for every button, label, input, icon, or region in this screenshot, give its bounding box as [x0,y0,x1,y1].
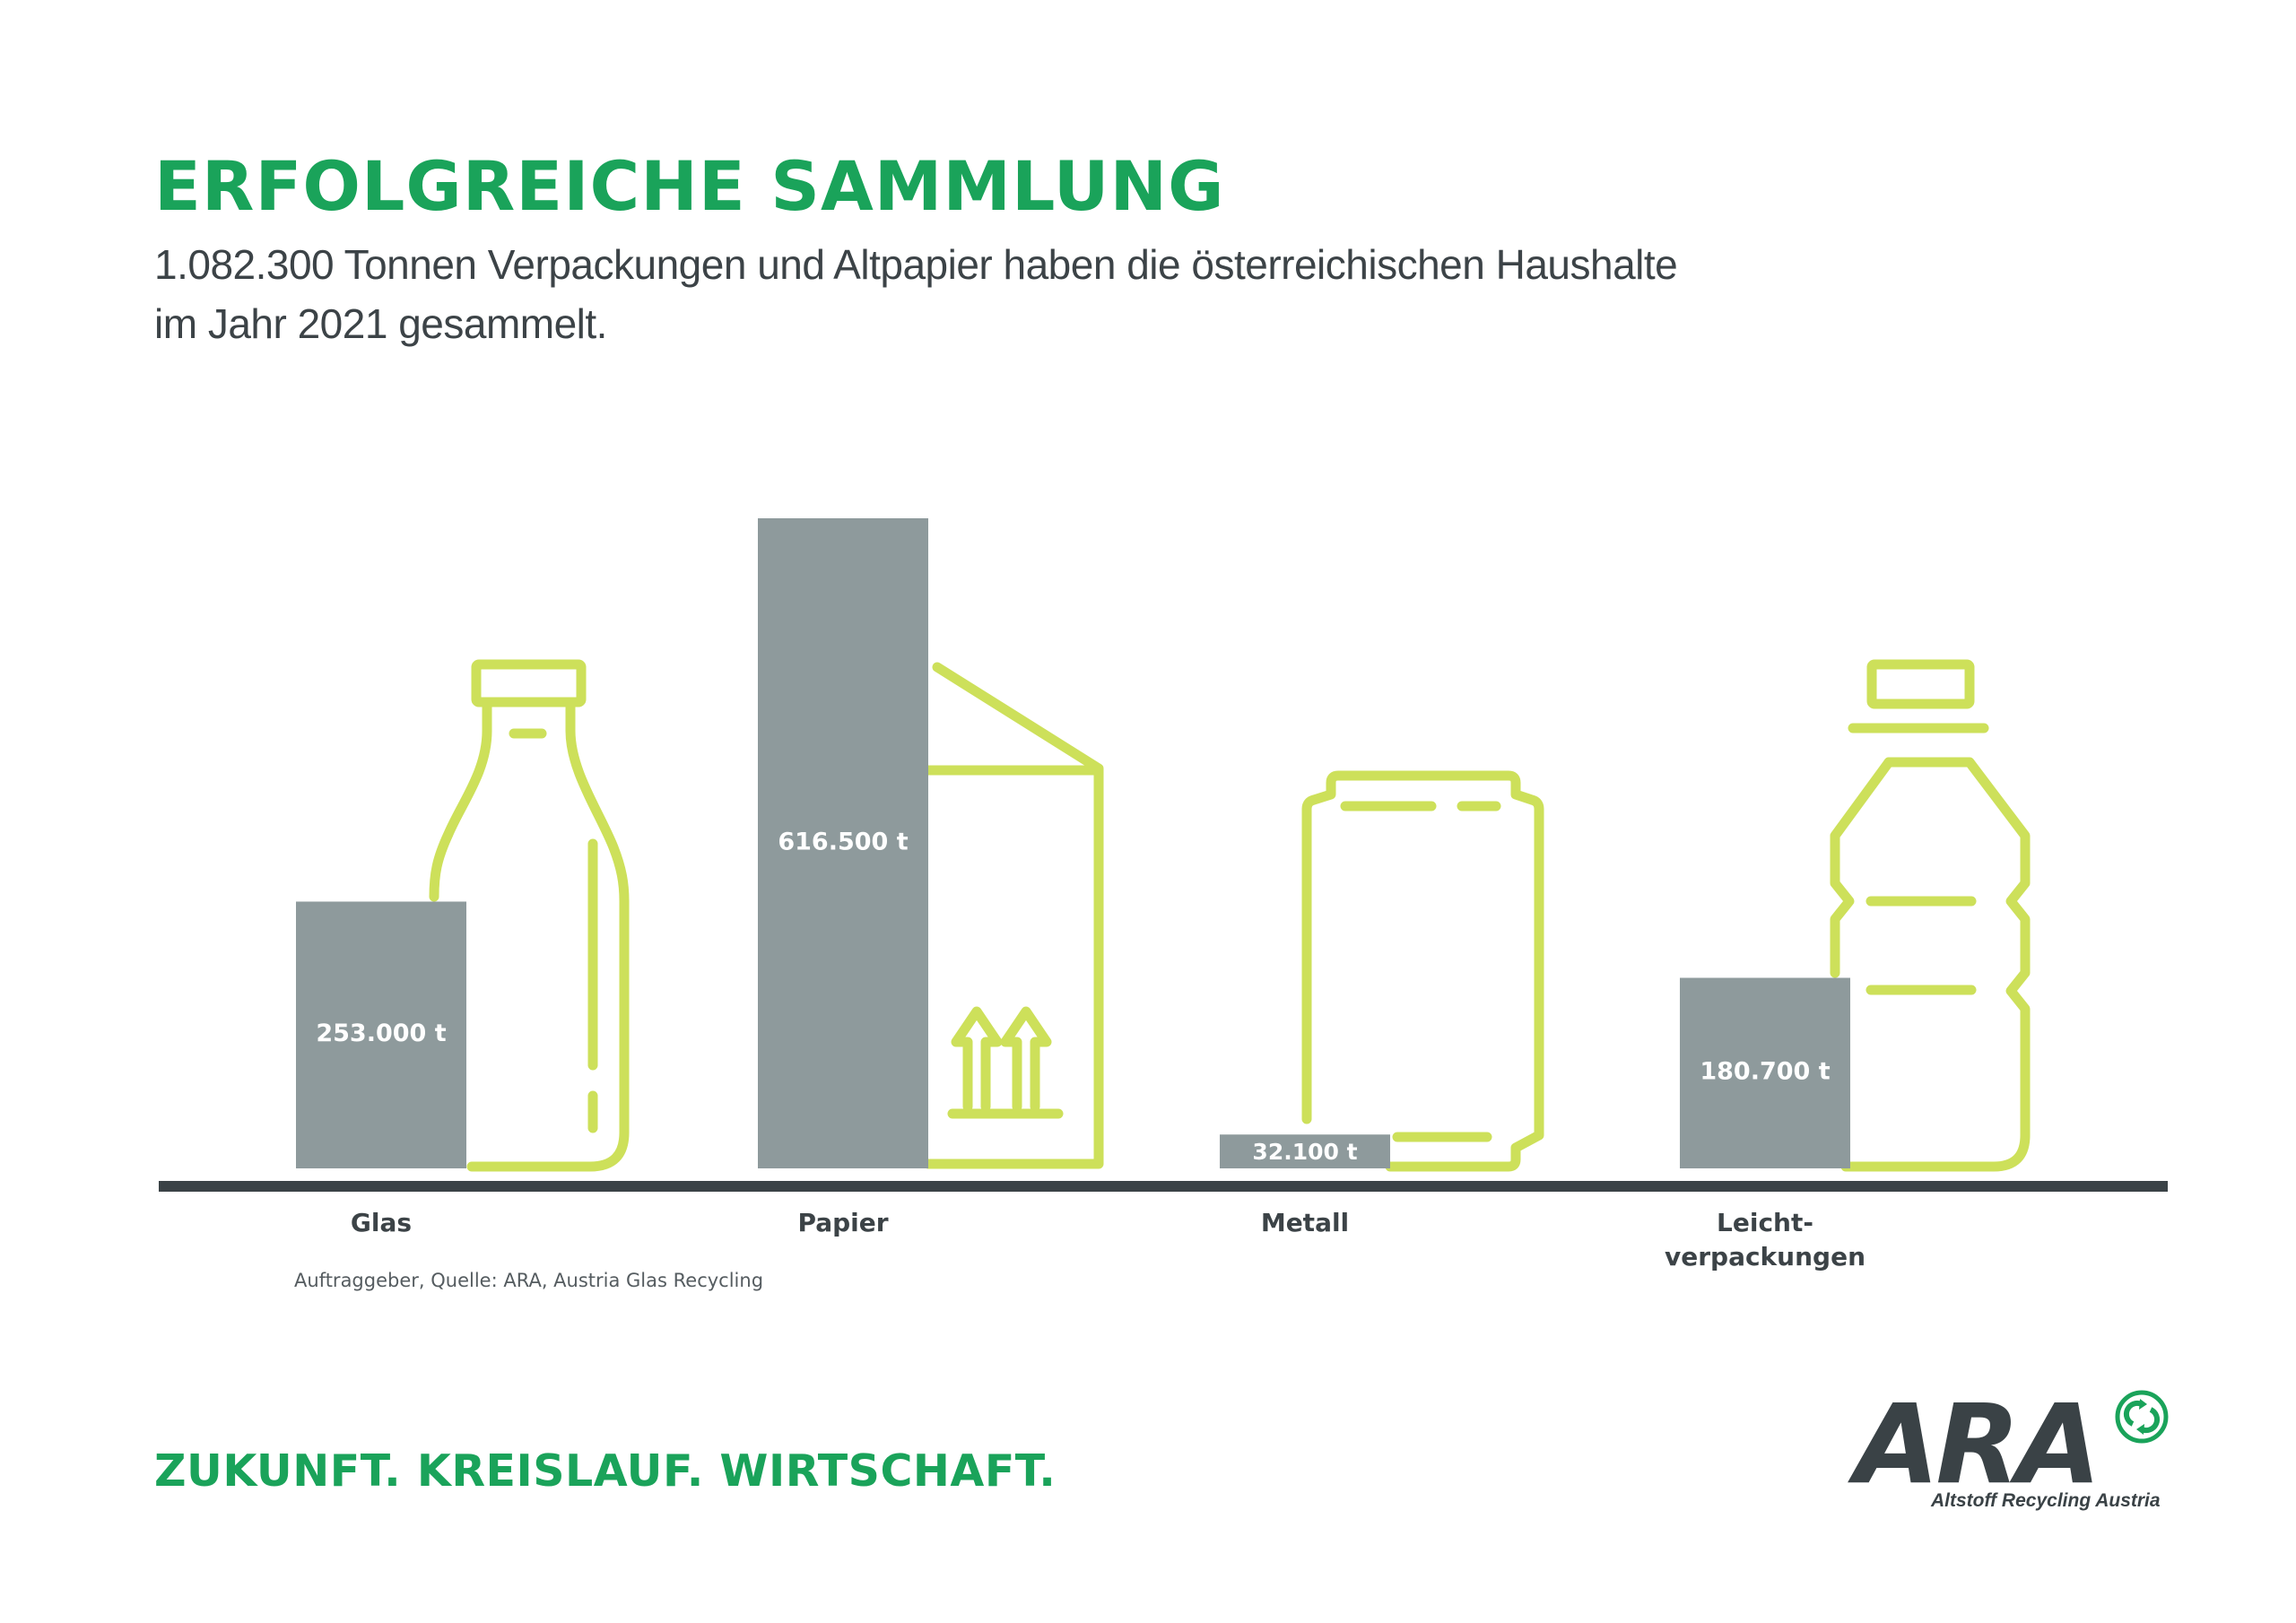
subtitle-line-1: 1.082.300 Tonnen Verpackungen und Altpap… [154,241,1678,288]
metal-can-icon [1301,770,1544,1172]
source-note: Auftraggeber, Quelle: ARA, Austria Glas … [294,1270,764,1291]
category-label-3: Metall [1261,1208,1349,1237]
value-label-1: 253.000 t [316,1020,446,1047]
glass-bottle-icon [429,659,630,1172]
slogan: ZUKUNFT. KREISLAUF. WIRTSCHAFT. [154,1445,1057,1497]
paper-carton-icon [921,662,1104,1169]
subtitle-line-2: im Jahr 2021 gesammelt. [154,300,607,347]
value-label-3: 32.100 t [1252,1139,1357,1165]
category-label-4-line-1: Leicht- [1717,1208,1813,1237]
page-subtitle: 1.082.300 Tonnen Verpackungen und Altpap… [154,235,1858,353]
plastic-bottle-icon [1830,659,2031,1172]
bar-4 [1680,977,1850,1168]
chart-baseline [159,1181,2168,1192]
bar-3 [1220,1134,1390,1168]
ara-logo: ARA Altstoff Recycling Austria [1855,1390,2187,1515]
logo-tagline: Altstoff Recycling Austria [1931,1490,2161,1511]
green-dot-recycling-icon [2115,1390,2169,1444]
value-label-2: 616.500 t [778,829,908,856]
logo-wordmark: ARA [1855,1381,2101,1508]
category-label-1: Glas [351,1208,412,1237]
bar-1 [296,901,466,1168]
value-label-4: 180.700 t [1700,1058,1830,1086]
bar-2 [758,518,928,1168]
page-title: ERFOLGREICHE SAMMLUNG [154,146,1225,226]
category-label-2: Papier [797,1208,888,1237]
category-label-4-line-2: verpackungen [1665,1242,1866,1271]
